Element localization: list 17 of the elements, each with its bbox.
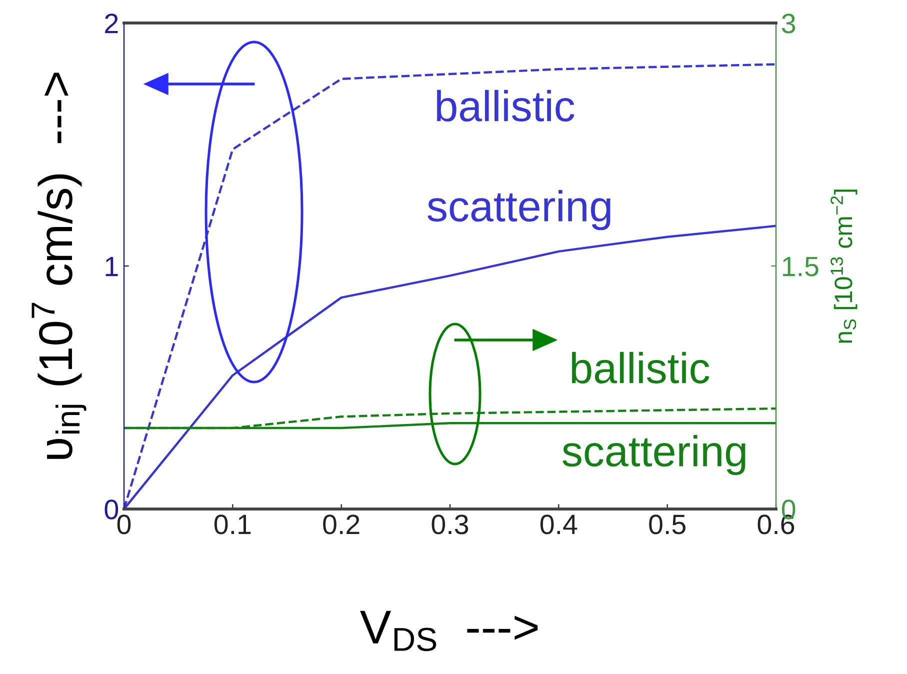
y-axis-title: ʋ$_{inj}$ (10$^{7}$ cm/s) ---> — [32, 72, 86, 459]
x-tick-label: 0.2 — [323, 514, 360, 534]
series-label: scattering — [562, 434, 746, 476]
series-label: ballistic — [572, 352, 710, 384]
series-label: ballistic — [436, 90, 574, 122]
y-tick-label: 0 — [104, 500, 118, 520]
x-tick-label: 0.3 — [432, 514, 468, 534]
series-label: scattering — [428, 190, 610, 230]
x-axis-title: V$_{DS}$ ---> — [360, 610, 538, 652]
x-tick-label: 0.1 — [214, 514, 251, 534]
y-tick-label: 2 — [105, 14, 118, 34]
x-tick-label: 0.4 — [540, 514, 578, 534]
x-tick-label: 0.5 — [649, 514, 686, 534]
y2-tick-label: 3 — [782, 14, 796, 34]
y2-axis-title: n$_{S}$ [10$^{13}$ cm$^{−2}$] — [830, 190, 858, 343]
y2-tick-label: 1.5 — [782, 256, 818, 276]
y-tick-label: 1 — [106, 256, 118, 276]
